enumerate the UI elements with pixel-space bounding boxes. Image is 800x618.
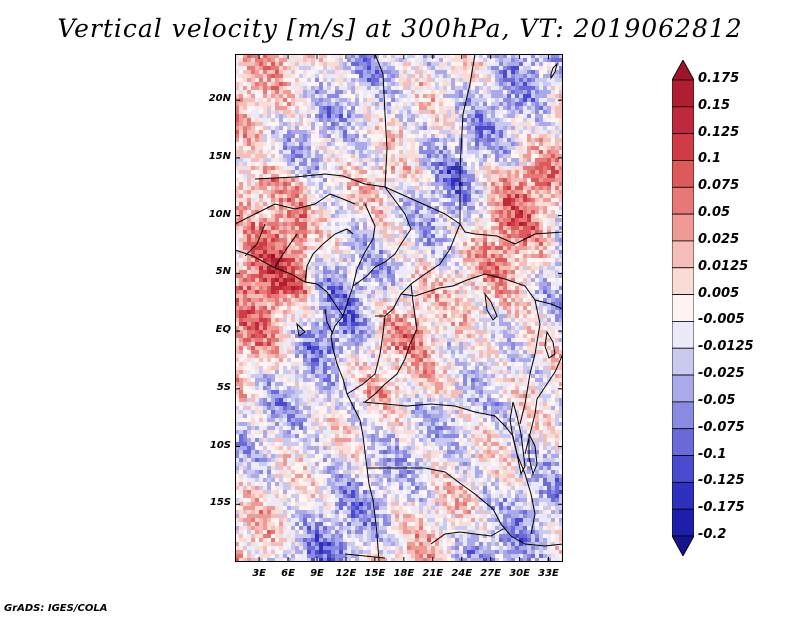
colorbar-segment	[671, 186, 695, 215]
colorbar-segment	[671, 59, 695, 81]
colorbar-label: -0.005	[698, 312, 745, 328]
colorbar-label: -0.2	[698, 527, 727, 542]
lat-label: 10N	[208, 208, 231, 220]
colorbar-label: -0.075	[698, 419, 745, 435]
colorbar-label: -0.025	[698, 366, 745, 382]
colorbar-segment	[671, 321, 695, 349]
lat-label: 5S	[216, 381, 231, 393]
colorbar-segment	[671, 79, 695, 108]
colorbar-segment	[671, 267, 695, 295]
colorbar-segment	[671, 455, 695, 483]
lat-label: 5N	[215, 266, 231, 278]
lon-label: 18E	[393, 568, 415, 579]
lon-label: 27E	[480, 568, 502, 579]
lat-label: 20N	[208, 93, 231, 105]
colorbar-label: 0.175	[698, 71, 740, 86]
colorbar-label: 0.0125	[698, 258, 749, 274]
lon-label: 21E	[422, 568, 444, 579]
lon-label: 33E	[538, 568, 559, 579]
colorbar-segment	[671, 508, 695, 537]
colorbar-segment	[671, 535, 695, 557]
colorbar-label: -0.0125	[698, 339, 754, 355]
colorbar-segment	[671, 240, 695, 269]
lon-label: 6E	[281, 568, 295, 579]
colorbar-label: 0.025	[698, 231, 740, 247]
lon-label: 9E	[310, 568, 324, 579]
lat-label: 10S	[209, 439, 231, 451]
map-title: Vertical velocity [m/s] at 300hPa, VT: 2…	[57, 14, 743, 43]
colorbar-segment	[671, 160, 695, 188]
lat-label: 15N	[208, 150, 231, 162]
colorbar-label: -0.05	[698, 392, 736, 408]
colorbar-label: -0.125	[698, 473, 745, 489]
map-frame	[235, 54, 563, 562]
lon-label: 24E	[451, 568, 473, 579]
colorbar-segment	[671, 294, 695, 322]
coastlines-and-borders	[235, 54, 563, 562]
colorbar-label: 0.1	[698, 151, 722, 167]
colorbar-label: 0.075	[698, 178, 740, 194]
map-panel	[235, 54, 563, 562]
colorbar-label: 0.005	[698, 285, 740, 301]
velocity-field	[235, 54, 563, 562]
lon-label: 12E	[335, 568, 357, 579]
colorbar-segment	[671, 374, 695, 403]
colorbar-segment	[671, 481, 695, 510]
colorbar-segment	[671, 428, 695, 456]
colorbar-segment	[671, 347, 695, 376]
velocity-field-map	[235, 54, 563, 562]
colorbar-segment	[671, 133, 695, 161]
colorbar-segment	[671, 401, 695, 430]
colorbar-segment	[671, 106, 695, 135]
colorbar-label: 0.15	[698, 97, 731, 113]
lon-label: 3E	[252, 568, 266, 579]
colorbar-label: 0.125	[698, 124, 740, 140]
lat-label: 15S	[209, 497, 231, 509]
colorbar-label: -0.175	[698, 500, 745, 516]
colorbar-graphic	[671, 59, 695, 557]
grads-credit: GrADS: IGES/COLA	[4, 603, 108, 614]
colorbar	[671, 59, 695, 557]
colorbar-segment	[671, 213, 695, 242]
lon-label: 30E	[509, 568, 530, 579]
lon-label: 15E	[364, 568, 386, 579]
colorbar-label: -0.1	[698, 446, 727, 462]
colorbar-label: 0.05	[698, 205, 731, 221]
lat-label: EQ	[215, 324, 231, 336]
